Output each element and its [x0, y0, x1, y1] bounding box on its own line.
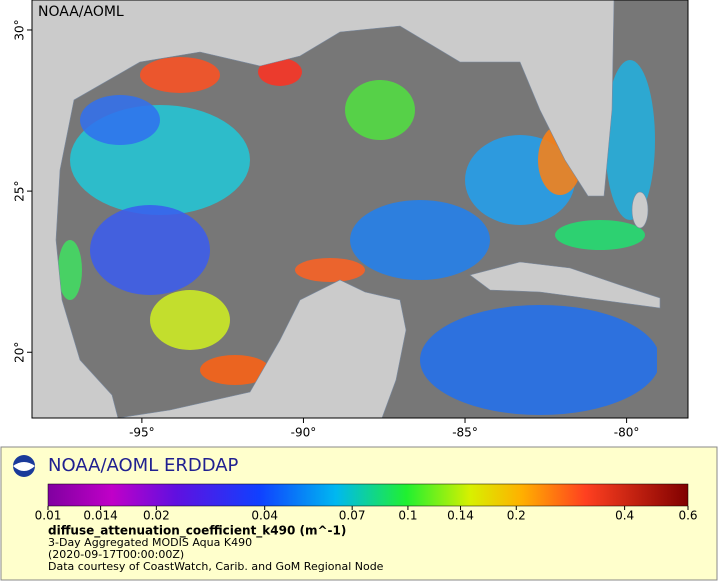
land-bahamas	[631, 191, 649, 229]
info-line: Data courtesy of CoastWatch, Carib. and …	[48, 560, 384, 573]
legend-box	[0, 446, 718, 581]
colorbar-tick-label: 0.04	[251, 509, 278, 523]
noaa-logo-bird	[13, 462, 35, 471]
axes: -95° -90° -85° -80° 20° 25° 30°	[13, 19, 640, 439]
y-tick-label: 30°	[13, 19, 27, 40]
map: NOAA/AOML	[32, 0, 688, 418]
legend-title: NOAA/AOML ERDDAP	[48, 455, 239, 476]
colorbar-tick-label: 0.07	[339, 509, 366, 523]
colorbar-tick-label: 0.1	[398, 509, 417, 523]
variable-name: diffuse_attenuation_coefficient_k490 (m^…	[48, 524, 346, 539]
colorbar-tick-label: 0.14	[447, 509, 474, 523]
colorbar	[47, 483, 689, 507]
map-frame	[31, 0, 689, 419]
x-tick-label: -80°	[614, 426, 640, 440]
land-cuba	[469, 261, 661, 309]
y-tick-label: 20°	[13, 342, 27, 363]
land-yucatan	[117, 279, 407, 418]
colorbar-tick-label: 0.4	[615, 509, 634, 523]
no-data	[657, 0, 688, 418]
watermark: NOAA/AOML	[38, 4, 124, 20]
colorbar-tick-label: 0.014	[83, 509, 117, 523]
x-tick-label: -95°	[129, 426, 155, 440]
x-tick-label: -90°	[291, 426, 317, 440]
info-line: 3-Day Aggregated MODIS Aqua K490	[48, 536, 252, 549]
info-line: (2020-09-17T00:00:00Z)	[48, 548, 184, 561]
colorbar-ticks: 0.01 0.014 0.02 0.04 0.07 0.1 0.14 0.2 0.4 0.6	[35, 506, 698, 523]
y-tick-label: 25°	[13, 180, 27, 201]
data-overlay	[58, 57, 660, 415]
land-north	[32, 0, 615, 418]
x-tick-label: -85°	[452, 426, 478, 440]
colorbar-tick-label: 0.6	[678, 509, 697, 523]
colorbar-tick-label: 0.02	[143, 509, 170, 523]
colorbar-tick-label: 0.01	[35, 509, 62, 523]
colorbar-tick-label: 0.2	[507, 509, 526, 523]
